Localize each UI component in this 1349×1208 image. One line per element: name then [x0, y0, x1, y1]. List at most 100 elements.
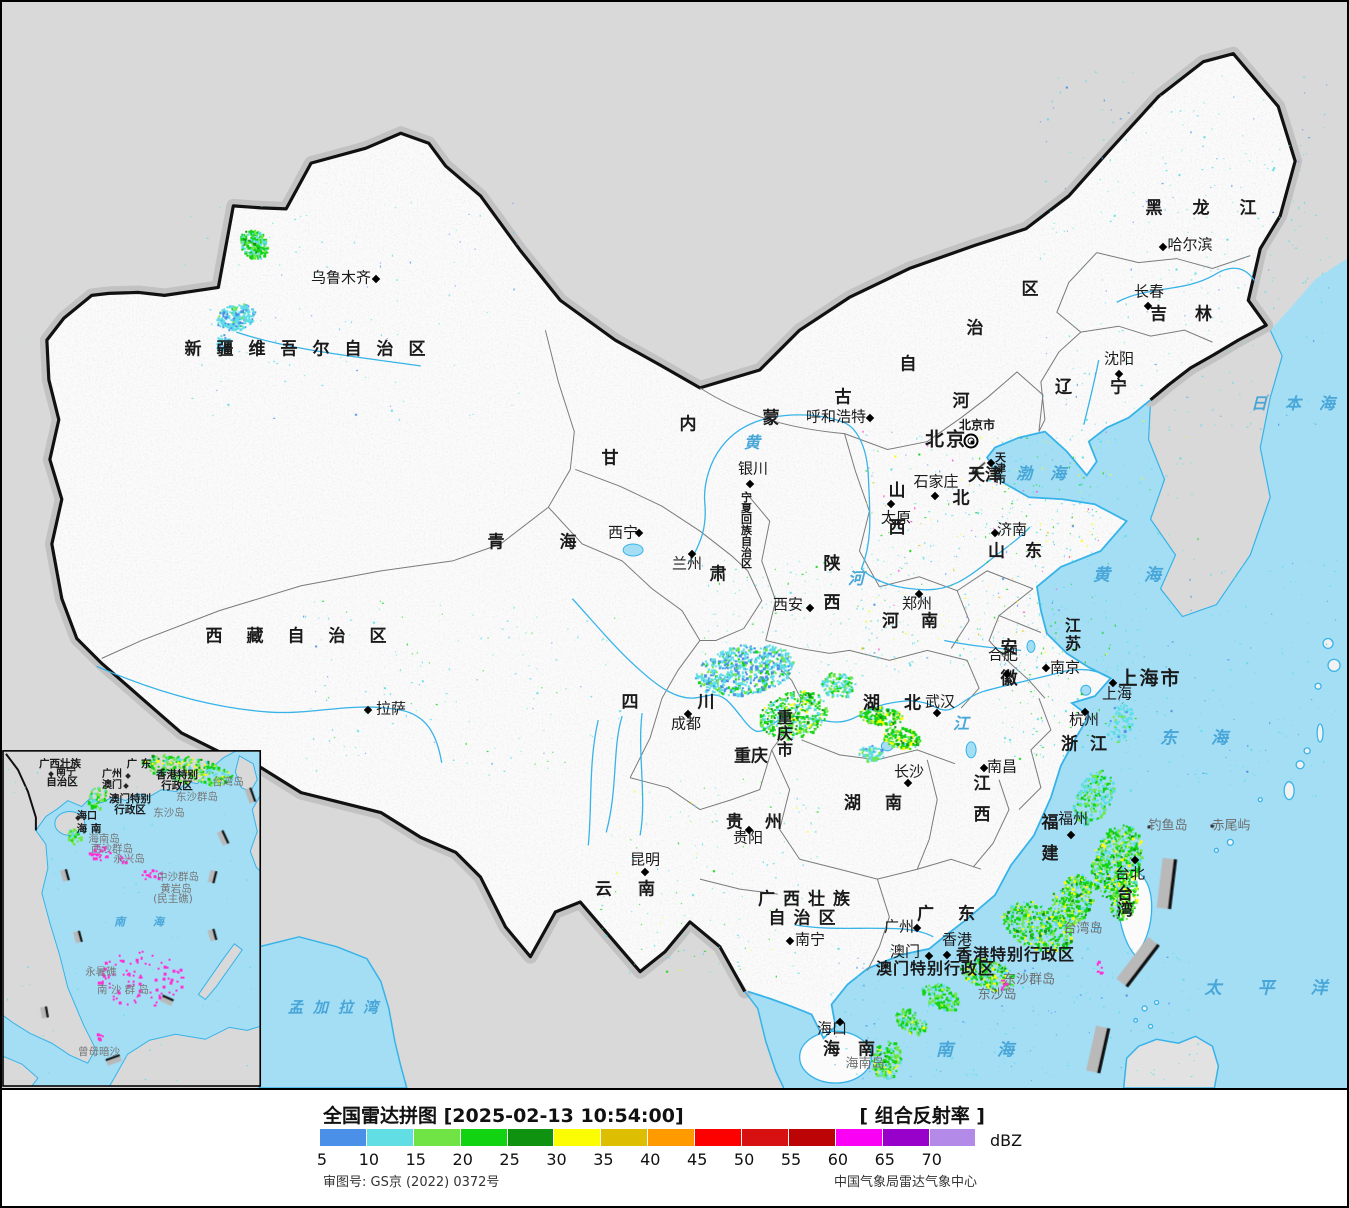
city-marker [912, 923, 922, 933]
map-label: 成都 [670, 714, 702, 733]
city-marker [865, 413, 875, 423]
map-label: 江苏 [1062, 617, 1081, 653]
map-label: 甘 [601, 448, 619, 469]
map-label: 南宁 [794, 930, 826, 949]
city-marker [745, 479, 755, 489]
map-label: 孟加拉湾 [287, 998, 389, 1017]
map-label: 澳门 [889, 942, 921, 961]
map-label: 广西壮族 [758, 889, 858, 910]
map-label: 四川 [621, 692, 774, 713]
map-label: 辽宁 [1055, 377, 1165, 398]
map-label: 南京 [1049, 658, 1081, 677]
map-label: 永暑礁 [85, 965, 117, 978]
map-label: 台湾 [1114, 885, 1133, 917]
map-label: 赤尾屿 [1211, 818, 1251, 834]
legend-panel: 全国雷达拼图 [2025-02-13 10:54:00] [ 组合反射率 ] d… [2, 1090, 1347, 1204]
map-label: 太平洋 [1204, 978, 1328, 999]
map-label: 拉萨 [375, 699, 407, 718]
city-marker [1066, 830, 1076, 840]
map-label: 呼和浩特 [805, 407, 867, 426]
map-label: 黑龙江 [1145, 198, 1287, 219]
map-label: 台湾岛 [212, 775, 244, 788]
map-label: 自 [899, 354, 917, 375]
map-title: 全国雷达拼图 [2025-02-13 10:54:00] [323, 1105, 684, 1127]
map-label: 中沙群岛 [157, 870, 199, 883]
map-label: 北 [952, 488, 970, 509]
legend-seg-30 [554, 1129, 601, 1146]
map-label: 广东 [917, 904, 999, 925]
map-label: 乌鲁木齐 [310, 268, 372, 287]
city-marker [1130, 855, 1140, 865]
map-label: 天津 [968, 465, 1002, 486]
legend-tick: 40 [640, 1150, 661, 1169]
map-label: 兰州 [671, 554, 703, 573]
map-label: 广西壮族 [39, 757, 81, 770]
map-label: 治 [966, 318, 984, 339]
map-label: 日本海 [1250, 394, 1347, 413]
map-label: 西藏自治区 [205, 626, 411, 647]
credit: 中国气象局雷达气象中心 [833, 1175, 977, 1190]
map-label: 昆明 [629, 850, 661, 869]
map-label: 湖南 [844, 793, 926, 814]
unit-label: dBZ [990, 1131, 1023, 1150]
map-label: 西沙群岛 [91, 842, 133, 855]
map-label: 河 [847, 569, 865, 588]
legend-seg-45 [695, 1129, 742, 1146]
map-label: 杭州 [1068, 710, 1100, 729]
city-marker [640, 867, 650, 877]
city-marker [785, 936, 795, 946]
map-label: 吉林 [1150, 304, 1240, 325]
map-label: 银川 [737, 459, 769, 478]
map-label: 海南岛 [845, 1056, 885, 1072]
map-label: 黄岩岛 [160, 882, 192, 895]
map-label: 新疆维吾尔自治区 [184, 339, 441, 360]
legend-tick: 70 [921, 1150, 942, 1169]
map-label: 东沙群岛 [1002, 972, 1056, 988]
inset-city-marker [125, 773, 131, 779]
legend-seg-60 [835, 1129, 882, 1146]
city-marker [1041, 663, 1051, 673]
map-label: 肃 [709, 564, 727, 585]
map-label: 行政区 [114, 803, 146, 816]
product-label: [ 组合反射率 ] [859, 1105, 985, 1127]
map-label: 东沙岛 [153, 806, 185, 819]
map-label: 合肥 [987, 645, 1019, 664]
map-label: 石家庄 [913, 472, 959, 491]
map-label: 海口 [77, 811, 97, 822]
colorbar-ticks: 5 10 15 20 25 30 35 40 45 50 55 60 65 70 [2, 1150, 1347, 1170]
map-label: 陕西 [819, 554, 840, 632]
map-label: 上海市 [1118, 667, 1182, 690]
map-label: 澳门 [102, 780, 122, 791]
map-label: 浙江 [1061, 734, 1119, 755]
map-label: 贵州 [726, 812, 804, 833]
legend-seg-65 [882, 1129, 929, 1146]
map-label: 自治区 [768, 908, 844, 929]
map-label: 台湾岛 [1063, 921, 1103, 937]
map-label: 东沙岛 [977, 987, 1017, 1003]
map-label: 长沙 [893, 762, 925, 781]
legend-seg-40 [648, 1129, 695, 1146]
legend-tick: 35 [593, 1150, 614, 1169]
map-label: 青海 [487, 532, 632, 553]
legend-tick: 25 [499, 1150, 520, 1169]
map-label: 北京市 [958, 418, 996, 432]
legend-seg-10 [366, 1129, 413, 1146]
map-label: 宁夏回族自治区 [739, 491, 753, 569]
legend-seg-25 [507, 1129, 554, 1146]
legend-seg-35 [601, 1129, 648, 1146]
legend-tick: 60 [827, 1150, 849, 1169]
map-label: 古 [834, 387, 852, 408]
map-label: 武汉 [924, 692, 956, 711]
map-label: 西安 [772, 595, 804, 614]
map-label: 永兴岛 [113, 852, 145, 865]
map-label: 天津市 [993, 451, 1007, 485]
radar-map: 渤海黄海东海南海日本海太平洋孟加拉湾黄河江黑龙江吉林辽宁山东河南湖北湖南广东贵州… [2, 2, 1347, 1090]
map-label: 江 [952, 714, 970, 733]
colorbar [320, 1129, 976, 1146]
map-label: 云南 [595, 879, 681, 900]
map-label: 内 [679, 414, 697, 435]
map-label: 广州 [102, 769, 122, 780]
city-marker [930, 491, 940, 501]
map-label: 山东 [988, 541, 1062, 562]
